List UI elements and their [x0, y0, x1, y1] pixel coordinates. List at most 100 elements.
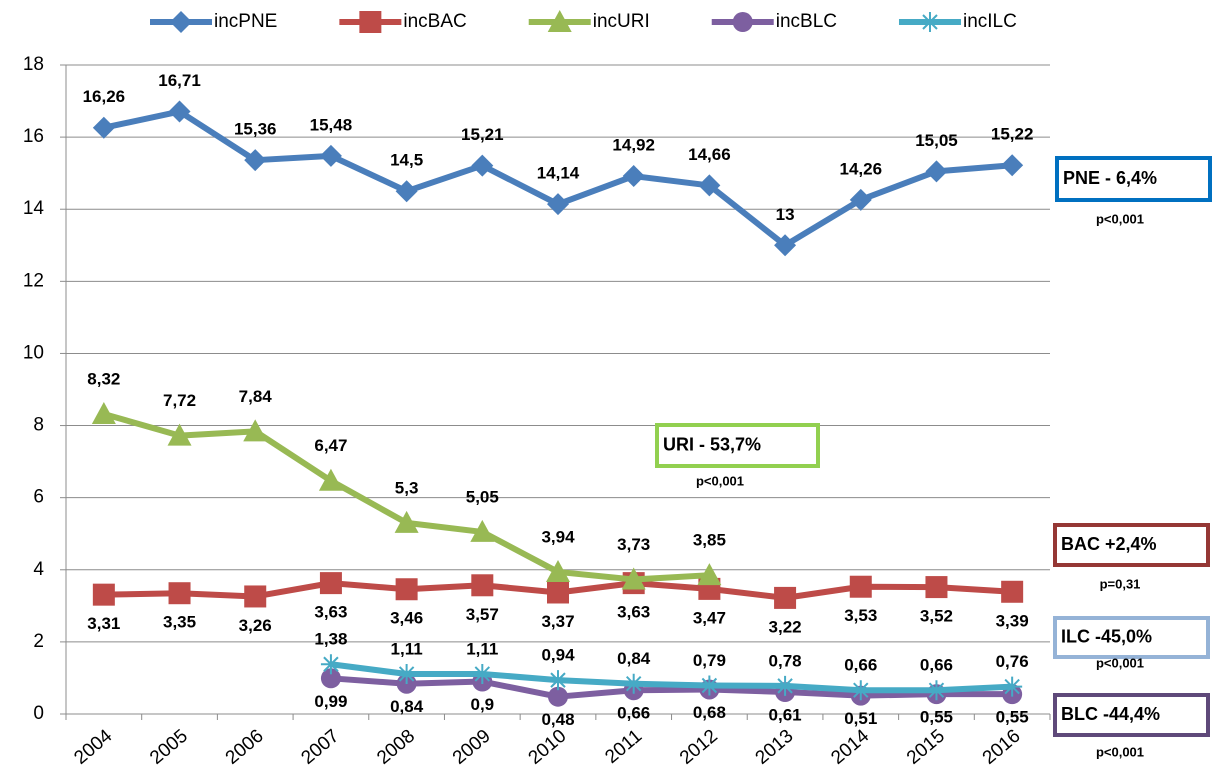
marker — [850, 680, 871, 701]
y-tick-label: 0 — [33, 703, 44, 724]
x-tick-label: 2004 — [70, 725, 116, 769]
marker — [244, 149, 267, 172]
data-label: 0,66 — [920, 656, 953, 675]
legend-item: incILC — [898, 11, 1017, 32]
data-label: 1,38 — [314, 630, 347, 649]
marker — [547, 581, 569, 604]
data-label: 3,39 — [996, 611, 1029, 630]
data-label: 3,22 — [769, 617, 802, 636]
annotation-box — [655, 423, 820, 468]
marker — [1002, 676, 1023, 697]
data-label: 3,85 — [693, 531, 726, 550]
marker — [774, 586, 797, 609]
legend-marker — [919, 12, 940, 32]
data-label: 7,72 — [163, 391, 196, 410]
legend-label: incPNE — [214, 11, 277, 32]
marker — [472, 663, 493, 684]
annotation-box — [1053, 523, 1210, 567]
marker — [926, 680, 947, 701]
data-label: 0,66 — [617, 704, 650, 723]
data-label: 15,05 — [915, 131, 958, 150]
marker — [394, 510, 419, 533]
marker — [699, 675, 720, 696]
data-label: 1,11 — [391, 639, 423, 658]
x-tick-label: 2006 — [222, 726, 268, 769]
data-label: 0,79 — [693, 651, 726, 670]
data-label: 14,66 — [688, 145, 731, 164]
marker — [775, 675, 796, 696]
data-label: 1,11 — [466, 639, 498, 658]
marker — [319, 572, 342, 595]
data-label: 15,48 — [310, 115, 353, 134]
legend-item: incBAC — [339, 11, 467, 33]
marker — [395, 180, 418, 203]
data-label: 3,73 — [617, 535, 650, 554]
marker — [1001, 154, 1024, 177]
data-label: 0,48 — [541, 710, 574, 729]
annotation-text: PNE - 6,4% — [1063, 168, 1157, 188]
marker — [621, 567, 646, 590]
x-tick-label: 2011 — [601, 726, 646, 768]
marker — [91, 402, 116, 425]
y-tick-label: 6 — [33, 487, 44, 508]
legend-label: incBAC — [403, 11, 466, 32]
legend-item: incURI — [528, 10, 650, 32]
annotation-box — [1055, 156, 1212, 202]
marker — [623, 673, 644, 694]
data-label: 8,32 — [87, 370, 120, 389]
annotation-sub: p<0,001 — [1096, 211, 1144, 226]
data-label: 0,94 — [541, 646, 575, 665]
legend-label: incURI — [593, 11, 650, 32]
marker — [320, 668, 341, 689]
annotation-text: BAC +2,4% — [1061, 534, 1157, 554]
y-tick-label: 8 — [33, 415, 44, 436]
data-label: 0,68 — [693, 703, 726, 722]
marker — [167, 423, 192, 446]
data-label: 0,76 — [996, 652, 1029, 671]
series-line — [330, 661, 1013, 694]
data-label: 0,84 — [617, 649, 651, 668]
marker — [548, 670, 568, 691]
data-label: 13 — [776, 205, 795, 224]
marker — [548, 686, 568, 707]
legend-marker — [547, 10, 572, 32]
data-label: 0,61 — [769, 705, 802, 724]
x-tick-label: 2008 — [373, 726, 419, 769]
y-tick-label: 16 — [23, 126, 44, 147]
marker — [396, 663, 417, 684]
data-label: 0,78 — [769, 651, 802, 670]
marker — [925, 160, 948, 183]
x-tick-label: 2014 — [827, 725, 873, 769]
annotation-text: BLC -44,4% — [1061, 704, 1160, 724]
data-label: 14,92 — [612, 136, 655, 155]
y-tick-label: 10 — [23, 342, 44, 363]
data-label: 3,37 — [541, 612, 574, 631]
legend-label: incILC — [963, 11, 1017, 32]
data-label: 14,5 — [390, 151, 423, 170]
data-label: 3,57 — [466, 605, 499, 624]
data-label: 0,9 — [470, 695, 494, 714]
series-line — [330, 675, 1013, 700]
marker — [471, 154, 494, 177]
legend-marker — [170, 11, 192, 33]
annotation-box — [1053, 693, 1210, 737]
marker — [243, 419, 268, 442]
data-label: 5,3 — [395, 478, 419, 497]
y-tick-label: 2 — [33, 631, 44, 652]
data-label: 3,31 — [87, 614, 120, 633]
data-label: 0,55 — [920, 708, 953, 727]
annotation-sub: p<0,001 — [1096, 655, 1144, 670]
y-tick-label: 18 — [23, 54, 44, 75]
data-label: 3,53 — [844, 606, 877, 625]
data-label: 3,26 — [239, 616, 272, 635]
marker — [547, 193, 569, 216]
marker — [318, 468, 343, 491]
marker — [622, 165, 645, 188]
annotation-text: ILC -45,0% — [1061, 626, 1152, 646]
data-label: 3,52 — [920, 607, 953, 626]
y-tick-label: 12 — [23, 270, 44, 291]
data-label: 3,47 — [693, 608, 726, 627]
marker — [849, 188, 872, 211]
x-tick-label: 2016 — [979, 726, 1025, 769]
data-label: 0,99 — [314, 692, 347, 711]
